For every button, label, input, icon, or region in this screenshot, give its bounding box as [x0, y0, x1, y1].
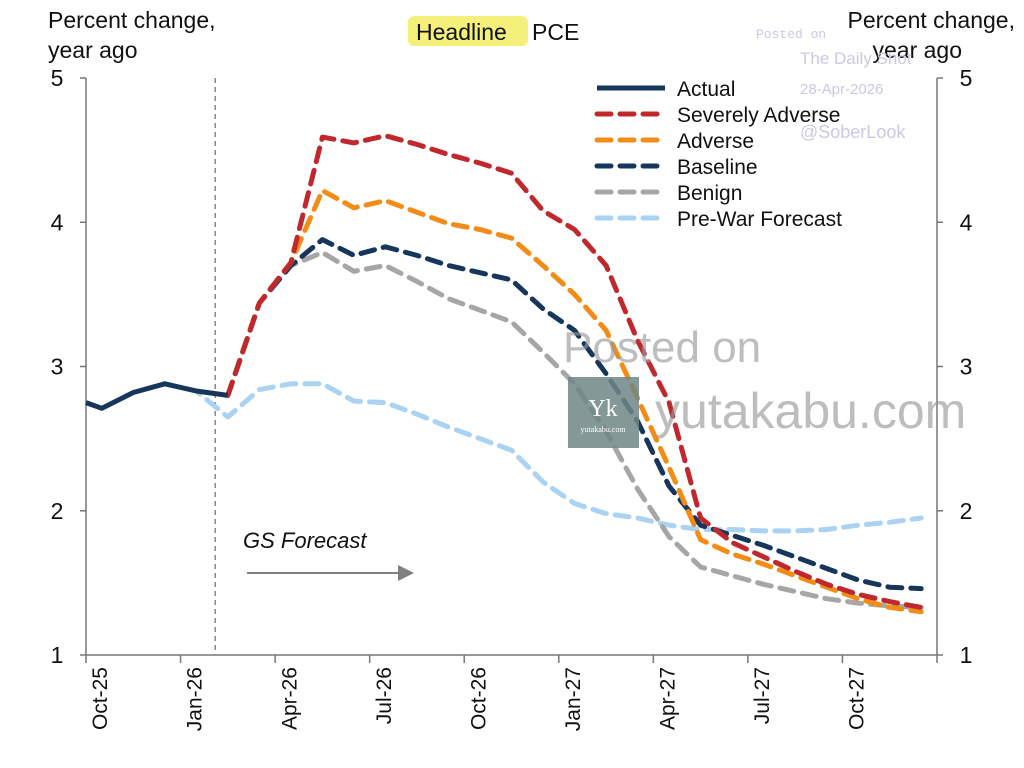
y-tick-label-left: 1 [51, 642, 64, 668]
series-layer [85, 133, 924, 615]
right-ylabel-line1: Percent change, [847, 7, 1015, 33]
title-highlight-word: Headline [416, 19, 507, 45]
x-tick-label: Apr-26 [278, 667, 301, 730]
watermark-logo-letter: Yk [588, 396, 617, 422]
watermark-logo [568, 377, 639, 448]
legend-label: Benign [677, 182, 742, 205]
axes: 1 1 2 2 3 3 4 4 5 5 Oct-25 Jan-26 Apr-26 Jul-26 Oct-26… [51, 65, 973, 731]
y-tick-label-left: 4 [51, 209, 64, 235]
source-watermark-line: @SoberLook [800, 122, 906, 142]
source-watermark-line: Posted on [756, 27, 826, 42]
x-tick-label: Jul-27 [751, 667, 774, 724]
x-tick-label: Jan-27 [562, 667, 585, 731]
watermark-posted-on: Posted on [563, 323, 761, 372]
y-tick-label-right: 2 [960, 498, 973, 524]
series-line-pre-war-forecast [162, 381, 924, 534]
y-tick-label-left: 2 [51, 498, 64, 524]
legend-label: Severely Adverse [677, 104, 840, 127]
gs-forecast-annotation: GS Forecast [243, 528, 367, 553]
y-tick-label-right: 1 [960, 642, 973, 668]
x-tick-label: Jan-26 [184, 667, 207, 731]
x-tick-label: Oct-25 [89, 667, 112, 730]
legend-label: Pre-War Forecast [677, 208, 842, 231]
legend: Actual Severely Adverse Adverse Baseline Ben… [594, 78, 842, 231]
title-rest: PCE [532, 19, 579, 45]
y-tick-label-right: 3 [960, 354, 973, 380]
y-tick-label-right: 4 [960, 209, 973, 235]
series-line-adverse [225, 188, 924, 615]
y-tick-label-left: 5 [51, 65, 64, 91]
right-ylabel-line2: year ago [872, 37, 962, 63]
title-highlight [408, 16, 528, 46]
legend-label: Actual [677, 78, 735, 101]
legend-label: Adverse [677, 130, 754, 153]
x-tick-label: Jul-26 [373, 667, 396, 724]
series-line-severely-adverse [225, 133, 924, 610]
source-watermark-line: The Daily Shot [800, 49, 912, 68]
legend-label: Baseline [677, 156, 758, 179]
x-tick-label: Apr-27 [657, 667, 680, 730]
y-tick-label-right: 5 [960, 65, 973, 91]
series-line-actual [85, 381, 229, 411]
x-tick-label: Oct-26 [467, 667, 490, 730]
x-tick-label: Oct-27 [846, 667, 869, 730]
forecast-arrow-head-icon [398, 565, 414, 581]
source-watermark-line: 28-Apr-2026 [800, 81, 883, 98]
y-tick-label-left: 3 [51, 354, 64, 380]
series-line-baseline [225, 237, 924, 592]
watermark-site: yutakabu.com [655, 383, 966, 439]
left-ylabel-line1: Percent change, [48, 7, 216, 33]
left-ylabel-line2: year ago [48, 37, 138, 63]
source-watermark: Posted on The Daily Shot 28-Apr-2026 @So… [756, 27, 912, 142]
watermark-logo-text: yutakabu.com [580, 425, 626, 434]
